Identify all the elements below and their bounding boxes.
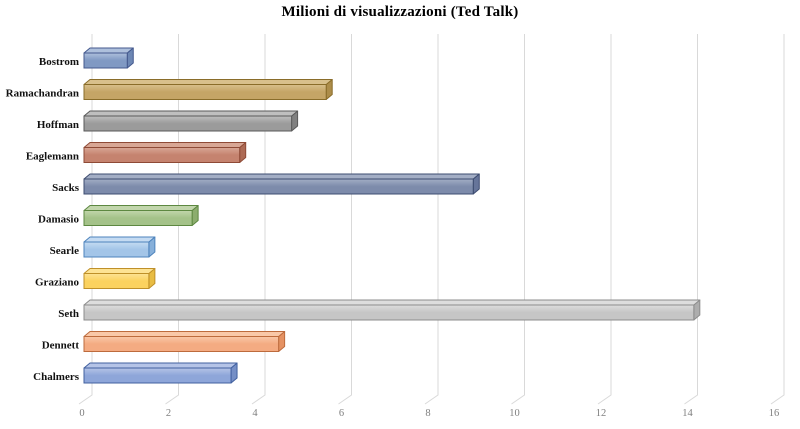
bar-front-face [83, 84, 327, 100]
bar-graziano [83, 268, 156, 289]
category-label-bostrom: Bostrom [39, 56, 79, 68]
category-label-ramachandran: Ramachandran [6, 88, 79, 100]
bar-top-face [83, 331, 286, 337]
category-label-searle: Searle [50, 245, 79, 257]
bar-front-face [83, 147, 241, 163]
gridline [684, 34, 698, 405]
bar-front-face [83, 273, 150, 289]
bar-chalmers [83, 362, 238, 384]
bar-bostrom [83, 47, 134, 69]
category-label-chalmers: Chalmers [33, 371, 80, 383]
x-tick-label: 2 [166, 408, 171, 419]
bar-front-face [83, 178, 474, 195]
bar-ramachandran [83, 79, 333, 100]
bar-top-face [83, 205, 199, 211]
bar-top-face [83, 79, 333, 85]
bar-dennett [83, 331, 286, 352]
bars [83, 47, 701, 384]
bar-hoffman [83, 110, 299, 132]
x-tick-label: 0 [79, 408, 84, 419]
gridline [511, 34, 525, 405]
category-label-seth: Seth [58, 308, 79, 320]
bar-seth [83, 299, 701, 321]
x-tick-label: 8 [425, 408, 430, 419]
x-tick-label: 16 [769, 408, 780, 419]
bar-top-face [83, 236, 156, 243]
bar-top-face [83, 362, 238, 369]
bar-front-face [83, 304, 695, 321]
bar-searle [83, 236, 156, 258]
gridline [770, 34, 785, 405]
chart-title: Milioni di visualizzazioni (Ted Talk) [281, 4, 519, 20]
bar-top-face [83, 47, 134, 54]
gridline [338, 34, 352, 405]
category-label-damasio: Damasio [38, 214, 79, 226]
x-axis-tick-labels: 0 2 4 6 8 10 12 14 16 [79, 408, 779, 419]
gridline [597, 34, 612, 405]
category-label-graziano: Graziano [35, 277, 79, 289]
category-label-hoffman: Hoffman [37, 119, 79, 131]
category-label-dennett: Dennett [42, 340, 80, 352]
bar-front-face [83, 241, 150, 258]
category-labels: Bostrom Ramachandran Hoffman Eaglemann Sacks… [6, 56, 80, 383]
x-tick-label: 10 [509, 408, 520, 419]
category-label-sacks: Sacks [52, 182, 80, 194]
bar-eaglemann [83, 142, 247, 163]
bar-damasio [83, 205, 199, 226]
gridline [424, 34, 439, 405]
bar-front-face [83, 367, 232, 384]
x-tick-label: 12 [596, 408, 607, 419]
bar-top-face [83, 110, 299, 117]
bar-front-face [83, 210, 193, 226]
gridline [251, 34, 266, 405]
bar-sacks [83, 173, 480, 195]
bar-top-face [83, 268, 156, 274]
x-tick-label: 4 [252, 408, 258, 419]
x-tick-label: 14 [682, 408, 693, 419]
bar-top-face [83, 299, 701, 306]
gridlines [78, 34, 785, 405]
category-label-eaglemann: Eaglemann [26, 151, 79, 163]
bar-top-face [83, 173, 480, 180]
bar-front-face [83, 115, 293, 132]
x-tick-label: 6 [339, 408, 344, 419]
bar-front-face [83, 336, 280, 352]
bar-top-face [83, 142, 247, 148]
bar-front-face [83, 52, 128, 69]
